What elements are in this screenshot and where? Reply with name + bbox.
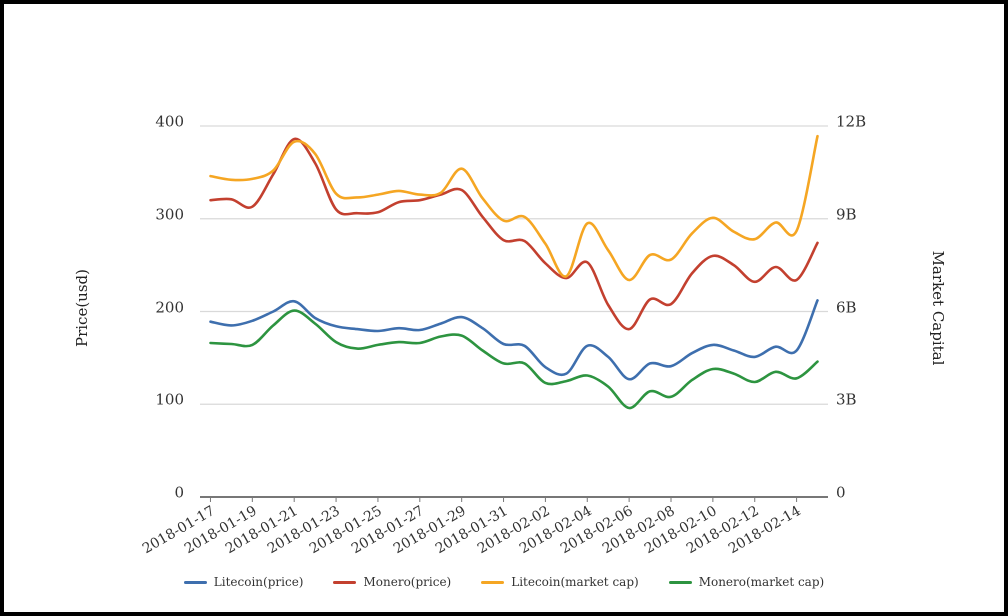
legend-swatch-line — [481, 580, 505, 584]
left-axis-tick-label: 200 — [155, 298, 184, 317]
right-axis-title: Market Capital — [929, 250, 947, 365]
left-axis-tick-label: 100 — [155, 390, 184, 409]
legend-item-monero-market-cap[interactable]: Monero(market cap) — [668, 575, 825, 589]
chart-legend: Litecoin(price) Monero(price) Litecoin(mar… — [4, 575, 1004, 589]
legend-swatch-line — [333, 580, 357, 584]
legend-swatch-line — [668, 580, 692, 584]
chart-canvas — [200, 125, 828, 502]
right-axis-tick-label: 3B — [836, 390, 857, 409]
left-axis-tick-label: 400 — [155, 112, 184, 131]
series-line-monero-price — [209, 137, 819, 331]
left-axis-tick-label: 0 — [174, 483, 184, 502]
legend-label: Monero(price) — [363, 575, 452, 589]
series-line-litecoin-market-cap — [209, 134, 819, 282]
legend-label: Litecoin(price) — [213, 575, 304, 589]
legend-label: Monero(market cap) — [698, 575, 825, 589]
legend-label: Litecoin(market cap) — [511, 575, 639, 589]
series-line-monero-market-cap — [209, 309, 819, 410]
legend-swatch-line — [183, 580, 207, 584]
legend-item-litecoin-market-cap[interactable]: Litecoin(market cap) — [481, 575, 639, 589]
right-axis-tick-label: 12B — [836, 112, 867, 131]
right-axis-tick-label: 6B — [836, 298, 857, 317]
legend-item-litecoin-price[interactable]: Litecoin(price) — [183, 575, 304, 589]
left-axis-title: Price(usd) — [73, 268, 91, 347]
legend-item-monero-price[interactable]: Monero(price) — [333, 575, 451, 589]
right-axis-tick-label: 9B — [836, 205, 857, 224]
right-axis-tick-label: 0 — [836, 483, 846, 502]
series-line-litecoin-price — [209, 299, 819, 381]
left-axis-tick-label: 300 — [155, 205, 184, 224]
